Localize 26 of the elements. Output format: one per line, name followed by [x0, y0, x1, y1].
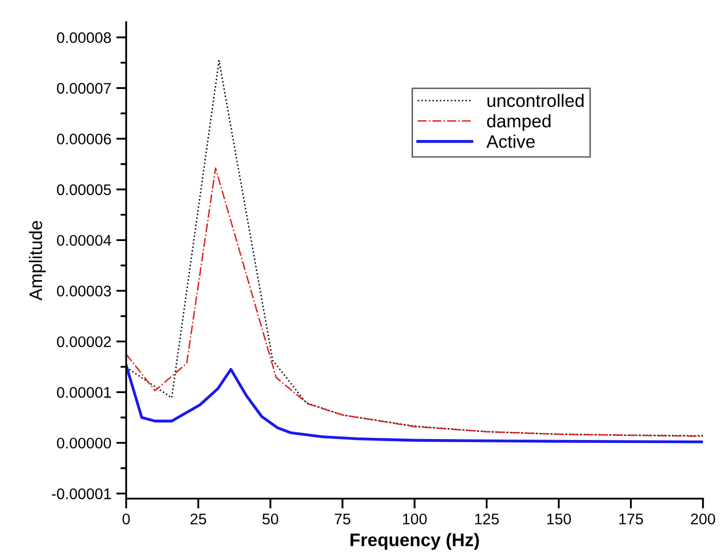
line-series: [126, 364, 703, 444]
legend-label: uncontrolled: [488, 94, 584, 108]
y-tick-label: 0.00007: [56, 82, 111, 94]
y-tick-label: 0.00001: [56, 387, 111, 398]
y-tick-label: 0.00005: [56, 184, 111, 196]
y-tick-label: 0.00004: [56, 234, 112, 246]
legend-label: damped: [487, 114, 550, 132]
y-tick-label: 0.00006: [56, 134, 111, 144]
y-tick-label: -0.00001: [52, 488, 111, 500]
x-tick-label: 125: [475, 514, 499, 524]
x-tick-label: 25: [190, 514, 206, 524]
x-tick-label: 175: [619, 514, 643, 524]
x-tick-label: 150: [547, 514, 571, 524]
y-tick-label: 0.00008: [56, 32, 111, 44]
legend-label: Active: [486, 134, 535, 148]
x-tick-label: 50: [262, 514, 278, 524]
x-axis-title: Frequency (Hz): [350, 532, 479, 550]
y-tick-label: 0.00000: [56, 438, 111, 449]
y-tick-label: 0.00002: [56, 336, 111, 348]
x-tick-label: 200: [691, 514, 716, 524]
x-tick-label: 100: [402, 514, 427, 524]
x-tick-label: 0: [122, 514, 130, 524]
y-axis-title: Amplitude: [28, 221, 46, 300]
line-series: [126, 167, 703, 437]
y-tick-label: 0.00003: [56, 286, 111, 296]
x-tick-label: 75: [334, 514, 350, 524]
